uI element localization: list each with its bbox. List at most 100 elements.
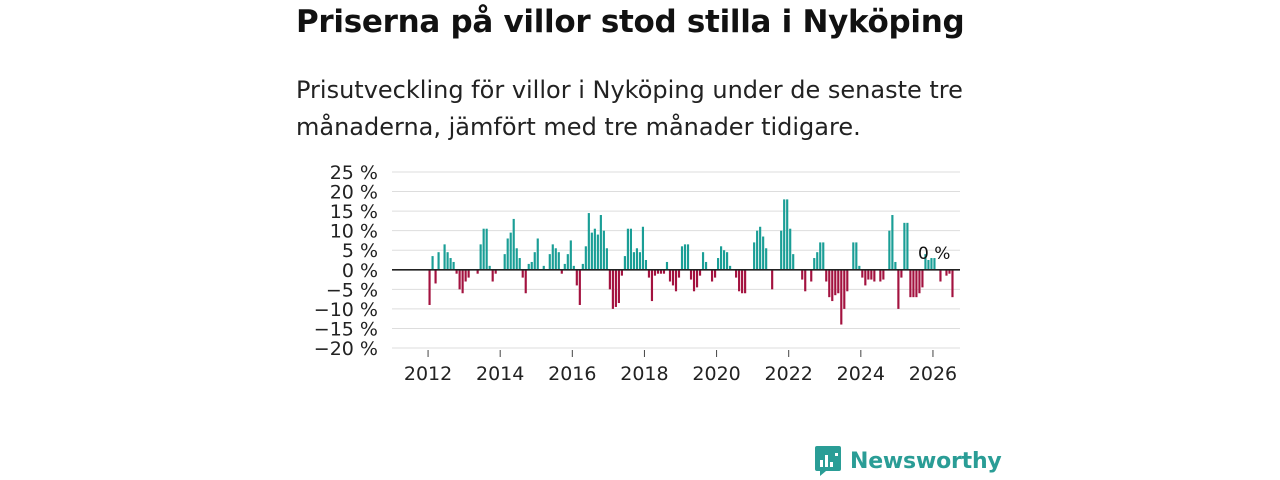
bar [846,269,849,292]
bar [822,242,825,270]
bar [464,269,467,282]
bar [503,254,506,270]
bar [467,269,470,278]
bar [804,269,807,292]
bar [632,252,635,270]
bar [680,246,684,270]
bar [653,269,657,276]
bar [939,269,942,282]
bar [581,263,584,270]
bar [813,258,816,270]
brand-logo: Newsworthy [814,444,1002,478]
y-tick-label: −10 % [314,299,378,321]
bar [852,242,855,270]
bar [458,269,461,290]
y-tick-label: −5 % [326,279,378,301]
bar [686,244,690,270]
bar [599,215,602,270]
bar [873,269,876,282]
bar [683,244,687,270]
y-tick-label: 25 % [330,162,378,184]
bar [629,228,632,270]
bar [903,222,906,270]
bar [590,232,593,270]
newsworthy-logo-icon [815,446,841,476]
bar [674,269,678,292]
y-axis-labels: 25 %20 %15 %10 %5 %0 %−5 %−10 %−15 %−20 … [314,162,378,360]
bar [461,269,464,294]
bar [437,252,440,270]
bar [831,269,834,302]
bar [596,234,599,270]
bar [656,269,660,274]
bar [882,269,885,280]
x-axis-labels: 2012 2014 2016 2018 2020 2022 2024 2026 [404,350,957,385]
bar [828,269,831,298]
bars [428,199,954,325]
bar [900,269,903,278]
bar [650,269,654,302]
bar [578,269,581,305]
bar [927,260,930,270]
bar [449,258,452,270]
bar [825,269,828,282]
x-tick-label: 2012 [404,363,452,385]
bar [753,242,756,270]
bar [647,269,651,278]
bar [710,269,714,282]
bar [569,240,572,270]
bar [948,269,951,274]
bar [482,228,485,270]
bar [641,226,645,270]
x-tick-label: 2016 [548,363,596,385]
bar [951,269,954,298]
bar [626,228,629,270]
y-tick-label: 5 % [342,240,378,262]
bar [455,269,458,274]
annotations: 0 % [918,244,950,264]
bar [488,265,491,270]
bar [837,269,840,294]
y-tick-label: −20 % [314,338,378,360]
bar [906,222,909,270]
bar [560,269,563,274]
bar [485,228,488,270]
bar [735,269,738,278]
bar [428,269,431,305]
bar [623,256,626,270]
bar [759,226,762,270]
bar [819,242,822,270]
bar [443,244,446,270]
bar [855,242,858,270]
bar [530,261,533,270]
bar [801,269,804,280]
bar [527,263,530,270]
bar [783,199,786,270]
bar [617,269,620,304]
bar [786,199,789,270]
bar [476,269,479,274]
bar [692,269,696,292]
bar [662,269,666,274]
bar [816,252,819,270]
bar [924,254,927,270]
bar [659,269,663,274]
bar [431,256,434,270]
bar [834,269,837,296]
bar [479,244,482,270]
bar [515,248,518,270]
bar [536,238,539,270]
bar [665,261,669,270]
bar [671,269,675,286]
bar [858,265,861,270]
y-tick-label: −15 % [314,318,378,340]
x-tick-label: 2022 [765,363,813,385]
bar [915,269,918,298]
bar [771,269,774,290]
y-tick-label: 20 % [330,182,378,204]
bar [891,215,894,270]
bar [720,246,723,270]
bar [677,269,681,278]
x-tick-label: 2026 [909,363,957,385]
bar [494,269,497,274]
